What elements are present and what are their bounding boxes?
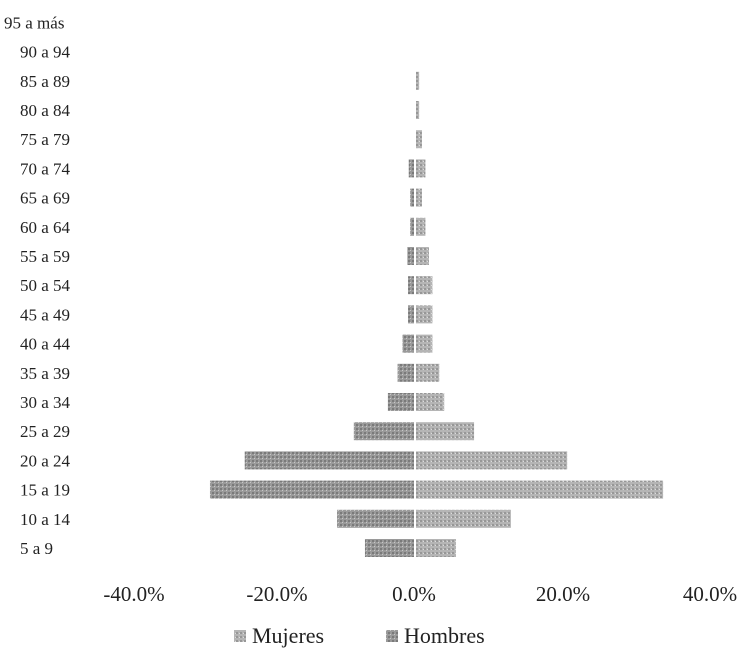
bar-hombres-10 [407, 247, 415, 265]
age-label: 20 a 24 [20, 451, 71, 470]
bar-mujeres-4 [415, 422, 475, 441]
age-label: 30 a 34 [20, 393, 71, 412]
age-label: 15 a 19 [20, 481, 70, 500]
bar-mujeres-2 [415, 480, 664, 499]
bar-hombres-2 [209, 480, 415, 499]
bar-mujeres-12 [415, 188, 422, 207]
bars-group [209, 10, 664, 560]
bar-hombres-3 [244, 451, 415, 470]
bar-hombres-13 [408, 159, 415, 178]
legend-label-hombres: Hombres [404, 623, 485, 648]
bar-mujeres-13 [415, 159, 426, 178]
x-axis-tick-labels: -40.0% -20.0% 0.0% 20.0% 40.0% [103, 582, 737, 606]
age-label: 75 a 79 [20, 130, 70, 149]
age-label: 55 a 59 [20, 247, 70, 266]
x-tick-label: 0.0% [392, 582, 436, 606]
bar-hombres-7 [402, 334, 415, 353]
age-label: 85 a 89 [20, 72, 70, 91]
x-tick-label: 20.0% [536, 582, 590, 606]
bar-mujeres-3 [415, 451, 568, 470]
bar-hombres-12 [410, 188, 415, 207]
bar-hombres-9 [408, 276, 415, 295]
bar-mujeres-7 [415, 334, 433, 353]
bar-hombres-6 [397, 363, 415, 382]
age-label: 40 a 44 [20, 335, 71, 354]
age-label: 60 a 64 [20, 218, 71, 237]
bar-hombres-4 [353, 422, 415, 441]
age-label: 35 a 39 [20, 364, 70, 383]
age-label: 45 a 49 [20, 305, 70, 324]
x-tick-label: 40.0% [683, 582, 737, 606]
age-label: 80 a 84 [20, 101, 71, 120]
bar-mujeres-11 [415, 217, 426, 236]
age-label: 65 a 69 [20, 189, 70, 208]
age-group-labels: 5 a 9 10 a 14 15 a 19 20 a 24 25 a 29 30 a 34… [4, 13, 71, 558]
legend: Mujeres Hombres [234, 623, 485, 648]
age-label: 10 a 14 [20, 510, 71, 529]
age-label: 90 a 94 [20, 43, 71, 62]
legend-swatch-hombres [386, 630, 398, 642]
age-label: 25 a 29 [20, 422, 70, 441]
bar-mujeres-0 [415, 539, 457, 557]
bar-hombres-11 [410, 217, 415, 236]
x-tick-label: -40.0% [103, 582, 164, 606]
bar-mujeres-10 [415, 247, 429, 265]
age-label: 70 a 74 [20, 159, 71, 178]
age-label: 5 a 9 [20, 539, 53, 558]
bar-mujeres-6 [415, 363, 440, 382]
bar-hombres-8 [408, 305, 415, 324]
bar-hombres-0 [364, 539, 415, 557]
bar-mujeres-5 [415, 393, 445, 411]
x-tick-label: -20.0% [246, 582, 307, 606]
age-label: 95 a más [4, 13, 64, 32]
bar-mujeres-8 [415, 305, 433, 324]
bar-hombres-5 [387, 393, 415, 411]
bar-mujeres-1 [415, 509, 511, 528]
bar-mujeres-9 [415, 276, 433, 295]
legend-label-mujeres: Mujeres [252, 623, 324, 648]
bar-mujeres-15 [415, 101, 420, 119]
bar-mujeres-14 [415, 130, 422, 149]
bar-mujeres-16 [415, 71, 420, 90]
age-label: 50 a 54 [20, 276, 71, 295]
bar-hombres-1 [337, 509, 415, 528]
legend-swatch-mujeres [234, 630, 246, 642]
